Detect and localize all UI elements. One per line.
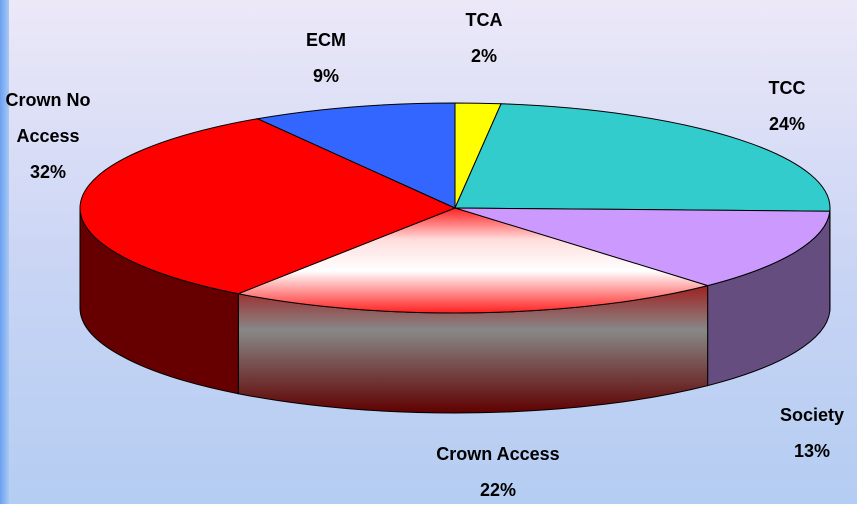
slice-name: ECM bbox=[306, 22, 346, 58]
slice-name: Crown No Access bbox=[0, 82, 98, 154]
slice-value: 22% bbox=[436, 472, 559, 508]
slice-name: TCA bbox=[466, 2, 503, 38]
slice-value: 9% bbox=[306, 58, 346, 94]
slice-value: 24% bbox=[769, 106, 806, 142]
slice-value: 32% bbox=[0, 154, 98, 190]
slice-value: 13% bbox=[780, 433, 844, 469]
slice-name: Crown Access bbox=[436, 436, 559, 472]
slice-name: TCC bbox=[769, 70, 806, 106]
slice-value: 2% bbox=[466, 38, 503, 74]
slice-name: Society bbox=[780, 397, 844, 433]
